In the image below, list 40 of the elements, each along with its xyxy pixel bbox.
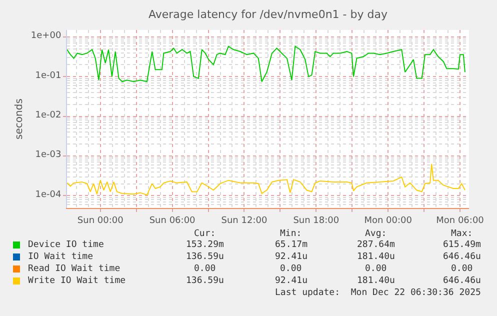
y-tick-label: 1e-04	[35, 190, 62, 200]
text: 136.59u	[186, 252, 224, 262]
y-tick-label: 1e-02	[35, 110, 62, 120]
y-tick-label: 1e-03	[35, 150, 62, 160]
text: 92.41u	[275, 252, 308, 262]
text: Avg:	[365, 229, 387, 239]
legend-label: Read IO Wait time	[28, 264, 120, 274]
text: 646.46u	[443, 252, 481, 262]
x-tick-label: Sun 12:00	[221, 216, 268, 226]
text: Max:	[451, 229, 473, 239]
text: 0.00	[451, 264, 473, 274]
x-tick-label: Mon 00:00	[364, 216, 412, 226]
y-tick-label: 1e-01	[35, 70, 62, 81]
text: Min:	[280, 229, 302, 239]
text: 92.41u	[275, 276, 308, 286]
text: 181.40u	[357, 276, 395, 286]
text: 153.29m	[186, 240, 224, 250]
text: 181.40u	[357, 252, 395, 262]
legend-label: IO Wait time	[28, 252, 94, 262]
legend-label: Write IO Wait time	[28, 276, 126, 286]
line-series	[67, 46, 466, 82]
x-tick-label: Sun 06:00	[149, 216, 196, 226]
text: 0.00	[194, 264, 216, 274]
legend-label: Device IO time	[28, 240, 104, 250]
text: 65.17m	[275, 240, 308, 250]
chart-title: Average latency for /dev/nvme0n1 - by day	[148, 8, 388, 21]
text: 0.00	[365, 264, 387, 274]
y-axis-title: seconds	[14, 98, 25, 140]
text: 287.64m	[357, 240, 395, 250]
text: 136.59u	[186, 276, 224, 286]
text: Cur:	[194, 229, 216, 239]
x-tick-label: Sun 18:00	[293, 216, 340, 226]
text: 615.49m	[443, 240, 481, 250]
text: Last update: Mon Dec 22 06:30:36 2025	[275, 288, 481, 298]
line-series	[67, 163, 466, 196]
x-tick-label: Mon 06:00	[436, 216, 484, 226]
x-tick-label: Sun 00:00	[77, 216, 124, 226]
text: 0.00	[280, 264, 302, 274]
text: 646.46u	[443, 276, 481, 286]
y-tick-label: 1e+00	[30, 31, 62, 42]
